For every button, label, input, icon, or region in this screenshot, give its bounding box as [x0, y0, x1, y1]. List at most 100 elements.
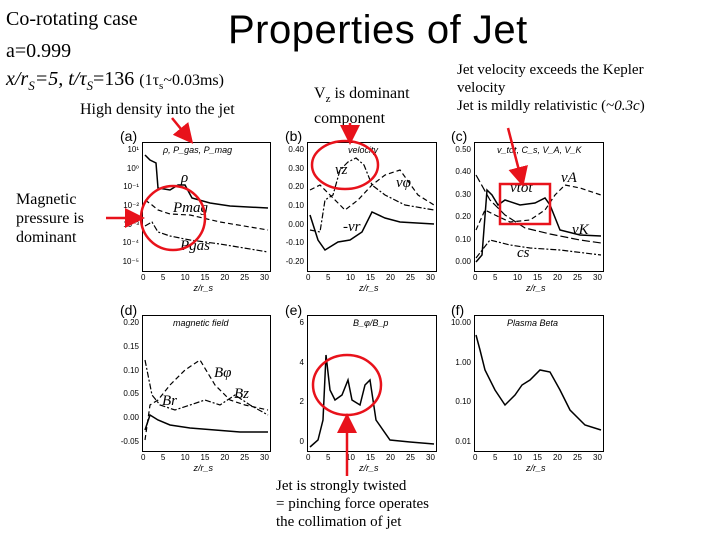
panel-b-xlabel: z/r_s	[359, 283, 379, 293]
magnetic-note: Magnetic pressure is dominant	[16, 191, 84, 246]
panel-e-xtick: 10	[346, 453, 355, 462]
vphi-curve	[309, 169, 435, 211]
panel-c-ytick: 0.40	[455, 167, 471, 177]
position-time-label: x/rS=5, t/τS=136 (1τs~0.03ms)	[6, 68, 224, 93]
panel-d-ytick: 0.15	[123, 341, 139, 351]
panel-e-xtick: 30	[426, 453, 435, 462]
panel-f-ytick: 1.00	[455, 357, 471, 367]
panel-a-ytick: 10¹	[127, 145, 139, 154]
vr-annotation: -vr	[343, 219, 361, 235]
panel-d-xtick: 15	[200, 453, 210, 462]
panel-f: Plasma Beta	[474, 315, 604, 452]
panel-f-ytick: 10.00	[450, 318, 471, 327]
panel-e: B_φ/B_p	[307, 315, 437, 452]
br-curve	[144, 413, 268, 433]
panel-b-xtick: 0	[306, 273, 311, 282]
panel-b-xtick: 30	[426, 273, 435, 282]
cs-annotation: cs	[517, 245, 530, 261]
panel-f-xlabel: z/r_s	[526, 463, 546, 473]
panel-b-xtick: 25	[406, 273, 415, 282]
panel-a-xtick: 15	[200, 273, 210, 282]
panel-c-xtick: 30	[593, 273, 602, 282]
panel-c-xtick: 10	[513, 273, 522, 282]
panel-e-xtick: 0	[306, 453, 311, 462]
panel-b-ytick: 0.10	[288, 201, 304, 210]
pmag-curve	[144, 199, 269, 231]
panel-d-ytick: 0.20	[123, 318, 139, 327]
panel-b-title: velocity	[348, 145, 379, 155]
panel-d-ytick: -0.05	[120, 437, 139, 446]
panel-d-xlabel: z/r_s	[193, 463, 214, 473]
panel-a-xtick: 20	[220, 273, 230, 282]
panel-b-xtick: 5	[326, 273, 331, 282]
page-title: Properties of Jet	[228, 8, 528, 52]
panel-f-xtick: 10	[513, 453, 522, 462]
va-annotation: vA	[561, 170, 577, 186]
panel-e-title: B_φ/B_p	[353, 318, 389, 328]
density-arrow	[171, 117, 194, 144]
pgas-curve	[144, 221, 269, 253]
panel-c-ytick: 0.30	[455, 189, 471, 199]
panel-f-xtick: 5	[493, 453, 498, 462]
panel-d-title: magnetic field	[173, 318, 229, 328]
rho-annotation: ρ	[181, 170, 189, 186]
panel-b-ytick: 0.20	[288, 182, 304, 192]
twist-note: Jet is strongly twisted = pinching force…	[276, 478, 429, 530]
kepler-arrow	[506, 127, 528, 187]
panel-e-label: (e)	[285, 302, 303, 318]
panel-c-xtick: 20	[553, 273, 562, 282]
panel-c-xtick: 15	[533, 273, 542, 282]
panel-e-ytick: 0	[299, 437, 304, 446]
pmag-annotation: Pmag	[173, 200, 208, 216]
panel-a-xtick: 10	[180, 273, 190, 282]
bz-annotation: Bz	[234, 386, 249, 402]
panel-e-xtick: 5	[326, 453, 331, 462]
panel-e-xtick: 15	[366, 453, 375, 462]
vz-curve	[309, 157, 435, 233]
panel-d-xtick: 10	[180, 453, 190, 462]
bz-curve	[144, 359, 269, 416]
case-label: Co-rotating case	[6, 8, 138, 30]
panel-e-ytick: 4	[299, 357, 304, 367]
panel-f-ytick: 0.01	[455, 437, 471, 446]
panel-d-xtick: 25	[240, 453, 250, 462]
panel-c-ytick: 0.00	[455, 257, 471, 266]
panel-f-xtick: 0	[473, 453, 478, 462]
panel-f-xtick: 15	[533, 453, 542, 462]
panel-e-xtick: 20	[386, 453, 395, 462]
panel-a-ytick: 10⁰	[126, 163, 139, 173]
beta-curve	[475, 334, 602, 431]
panel-a-title: ρ, P_gas, P_mag	[163, 145, 233, 155]
panel-e-xlabel: z/r_s	[359, 463, 379, 473]
panel-c-xtick: 5	[493, 273, 498, 282]
panel-a-ytick: 10⁻⁵	[122, 257, 139, 266]
panel-c-ytick: 0.50	[455, 145, 471, 154]
panel-d-xtick: 30	[260, 453, 269, 462]
panel-b-ytick: -0.20	[285, 257, 304, 266]
vk-curve	[475, 174, 602, 244]
vtot-curve	[475, 188, 602, 263]
panel-c-xtick: 25	[573, 273, 582, 282]
density-note: High density into the jet	[80, 101, 235, 118]
magnetic-highlight-circle	[139, 184, 207, 252]
panel-c-ytick: 0.10	[455, 234, 471, 244]
kepler-note: Jet velocity exceeds the Kepler velocity…	[457, 62, 645, 114]
panel-b-ytick: 0.40	[288, 145, 304, 154]
cs-curve	[475, 239, 602, 259]
panel-a-xtick: 5	[160, 273, 166, 282]
panel-a-xtick: 0	[141, 273, 146, 282]
panel-a-ytick: 10⁻⁴	[122, 238, 139, 248]
vz-annotation: vz	[335, 162, 348, 178]
panel-f-xtick: 30	[593, 453, 602, 462]
panel-c-title: v_tot, C_s, V_A, V_K	[497, 145, 582, 155]
panel-f-ytick: 0.10	[455, 397, 471, 407]
panel-b-xtick: 10	[346, 273, 355, 282]
panel-d-label: (d)	[120, 302, 138, 318]
panel-a-ytick: 10⁻²	[123, 201, 139, 210]
br-annotation: Br	[162, 393, 177, 409]
spin-label: a=0.999	[6, 40, 72, 62]
panel-d-ytick: 0.10	[123, 365, 139, 375]
panel-c-xtick: 0	[473, 273, 478, 282]
panel-b-ytick: -0.10	[285, 238, 304, 248]
